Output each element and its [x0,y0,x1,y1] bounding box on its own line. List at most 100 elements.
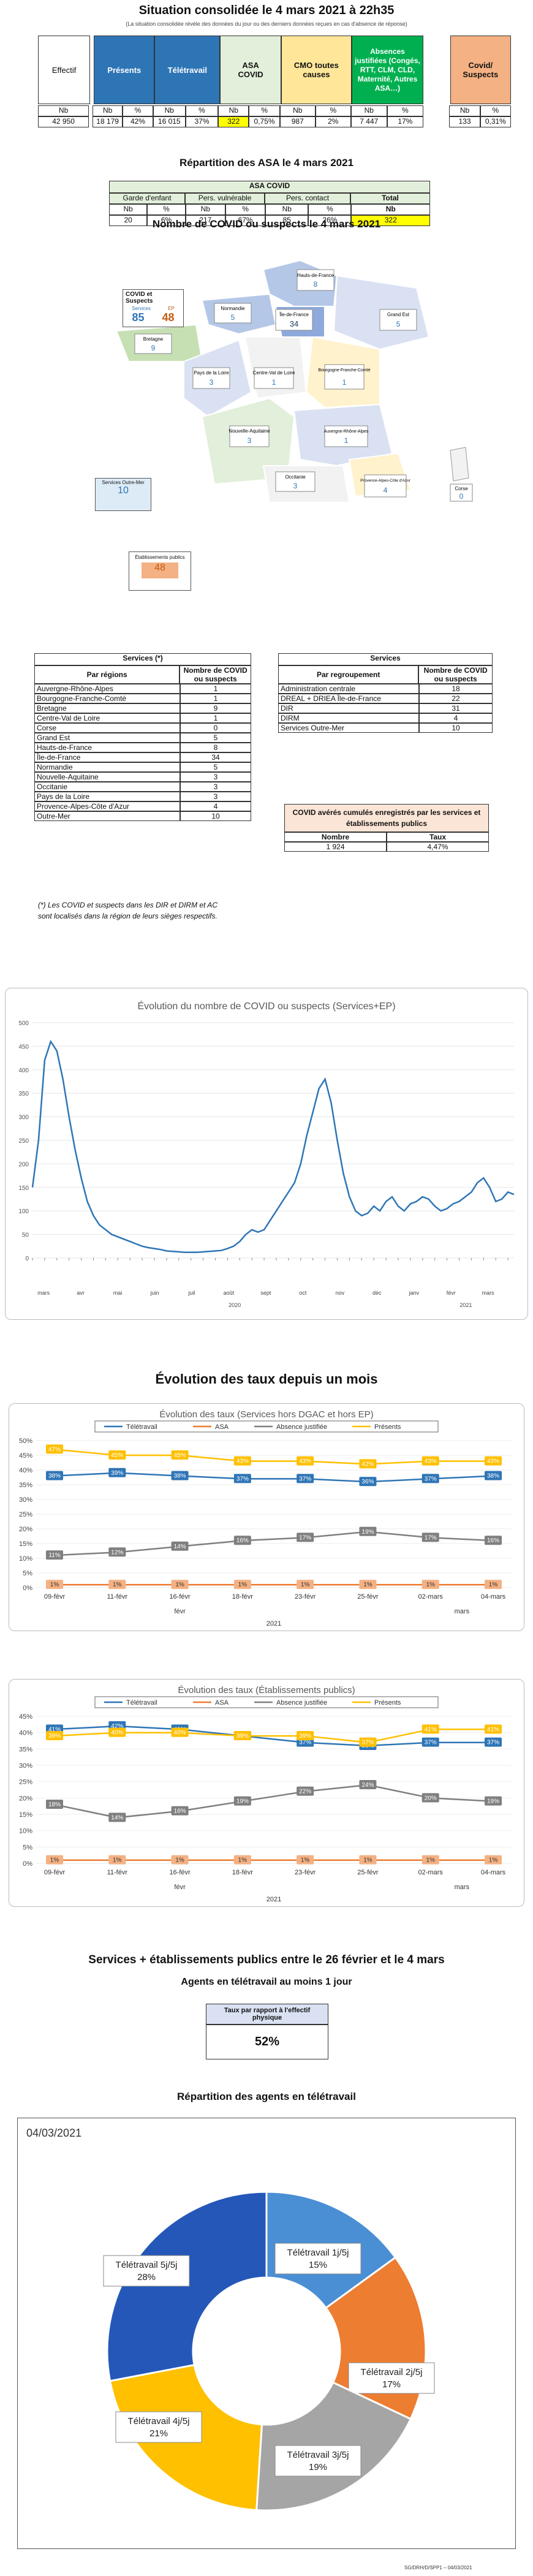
map-legend: COVID et Suspects Services EP 85 48 [123,289,184,327]
svg-text:1%: 1% [175,1857,184,1864]
x-tick: 11-févr [107,1869,128,1876]
x-tick: 18-févr [232,1869,254,1876]
row-label: Bourgogne-Franche-Comté [34,694,180,703]
overseas-box: Services Outre-Mer 10 [95,478,151,511]
row-label: DREAL + DRIEA Île-de-France [278,694,419,703]
y-tick: 30% [19,1496,32,1504]
year-label: 2021 [266,1896,281,1903]
month-label: mars [482,1290,494,1296]
svg-text:17%: 17% [299,1534,311,1541]
pie-label: Télétravail 3j/5j 19% [274,2445,361,2477]
svg-text:14%: 14% [111,1814,123,1821]
row-value: 5 [180,762,251,772]
y-tick: 40% [19,1467,32,1474]
legend-label: Présents [374,1423,401,1431]
svg-text:42%: 42% [111,1723,123,1730]
map-label-ara: Auvergne-Rhône-Alpes [324,430,369,434]
data-label: 37% [359,1737,377,1747]
row-label: Occitanie [34,782,180,792]
y-tick: 10% [19,1555,32,1563]
y-tick: 35% [19,1482,32,1489]
summary-table: Effectif Présents Télétravail ASA COVID … [38,36,511,127]
row-value: 22 [419,694,493,703]
svg-text:39%: 39% [299,1733,311,1740]
month-label: févr [174,1884,186,1891]
data-label: 39% [297,1731,314,1740]
svg-text:17%: 17% [425,1534,437,1541]
x-tick: 16-févr [169,1869,191,1876]
header-covid: Covid/ Suspects [450,36,511,104]
data-label: 17% [297,1532,314,1542]
map-label-grand-est: Grand Est [387,312,410,317]
y-tick: 15% [19,1540,32,1548]
taux-services-svg: Évolution des taux (Services hors DGAC e… [19,1409,512,1627]
row-value: 4 [419,713,493,723]
month-label: août [224,1290,235,1296]
table-row: DIRM 4 [278,713,493,723]
svg-text:1%: 1% [238,1582,248,1588]
data-label: 42% [359,1459,377,1469]
svg-text:47%: 47% [48,1446,61,1453]
legend-services-value: 85 [132,311,145,324]
map-value-corse: 0 [459,492,464,501]
series-line [54,1531,494,1556]
data-label: 38% [171,1471,189,1480]
data-label: 1% [297,1580,314,1589]
y-tick: 200 [18,1161,29,1168]
svg-text:37%: 37% [425,1740,437,1746]
row-value: 8 [180,743,251,752]
month-label: nov [336,1290,345,1296]
groups-table: Services Par regroupement Nombre de COVI… [278,653,493,733]
data-label: 38% [485,1471,502,1480]
data-label: 17% [421,1532,439,1542]
pie-label: Télétravail 1j/5j 15% [274,2243,361,2275]
row-label: Pays de la Loire [34,792,180,801]
summary-values: 42 950 18 179 42% 16 015 37% 322 0,75% 987 2… [38,116,511,127]
data-label: 43% [421,1456,439,1466]
table-row: Grand Est 5 [34,733,251,743]
pie-label: Télétravail 4j/5j 21% [115,2411,202,2443]
x-tick: 23-févr [295,1869,316,1876]
svg-text:43%: 43% [487,1458,499,1465]
map-label-occitanie: Occitanie [285,474,306,480]
x-tick: 18-févr [232,1593,254,1601]
svg-text:37%: 37% [299,1476,311,1482]
data-label: 37% [421,1474,439,1483]
map-label-normandie: Normandie [221,306,245,311]
data-label: 16% [171,1806,189,1816]
month-label: juin [150,1290,159,1296]
data-label: 16% [485,1536,502,1545]
svg-text:1%: 1% [426,1582,435,1588]
year-label: 2021 [266,1620,281,1627]
row-value: 34 [180,752,251,762]
svg-text:40%: 40% [174,1730,186,1737]
svg-text:16%: 16% [174,1808,186,1815]
table-row: Administration centrale 18 [278,684,493,694]
svg-text:39%: 39% [236,1733,249,1740]
row-value: 0 [180,723,251,733]
svg-text:43%: 43% [299,1458,311,1465]
svg-text:1%: 1% [363,1582,372,1588]
svg-text:38%: 38% [487,1473,499,1480]
row-value: 3 [180,772,251,782]
table-row: DREAL + DRIEA Île-de-France 22 [278,694,493,703]
svg-text:28%: 28% [137,2272,156,2282]
row-value: 4 [180,801,251,811]
y-tick: 30% [19,1762,32,1770]
asa-total-highlight: 322 [351,215,430,226]
x-tick: 04-mars [481,1593,506,1601]
series-line [54,1472,494,1483]
legend-label: Absence justifiée [276,1699,327,1707]
ep-value: 48 [142,563,178,578]
data-label: 45% [171,1450,189,1460]
svg-text:42%: 42% [361,1461,374,1468]
svg-text:Télétravail 5j/5j: Télétravail 5j/5j [116,2260,178,2270]
row-label: Services Outre-Mer [278,723,419,733]
map-label-bretagne: Bretagne [143,336,164,342]
y-tick: 20% [19,1526,32,1533]
svg-text:12%: 12% [111,1549,123,1556]
svg-text:Télétravail 3j/5j: Télétravail 3j/5j [287,2450,349,2460]
row-label: Provence-Alpes-Côte d'Azur [34,801,180,811]
y-tick: 50 [22,1232,29,1239]
data-label: 39% [46,1731,63,1740]
